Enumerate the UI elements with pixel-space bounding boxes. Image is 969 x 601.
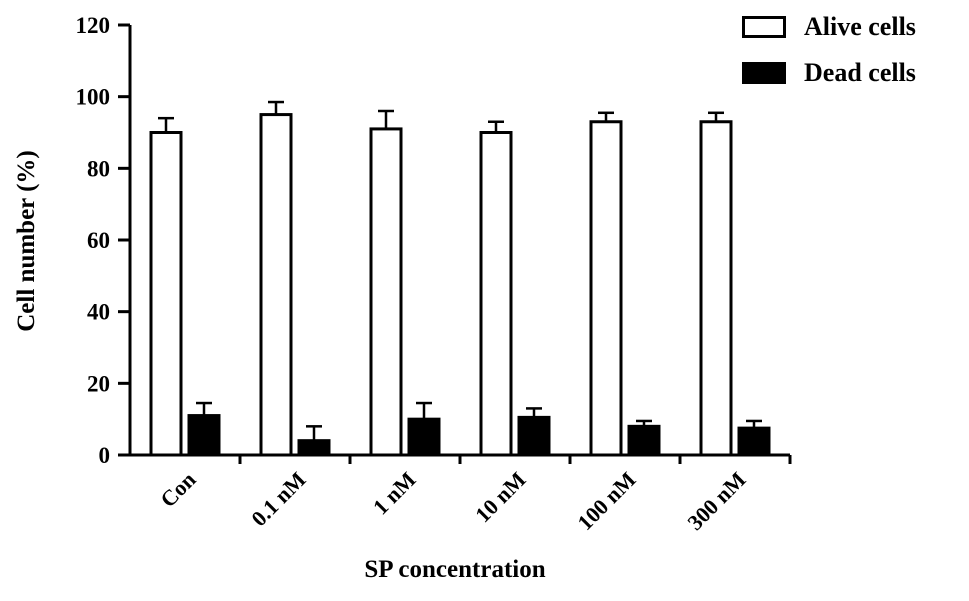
- x-axis-title: SP concentration: [364, 556, 546, 583]
- bar-dead-cells-0-1-nm: [297, 439, 331, 457]
- bar-alive-cells-10-nm: [479, 131, 513, 457]
- alive-cells-swatch-icon: [742, 16, 786, 38]
- legend-label-dead-cells: Dead cells: [804, 58, 916, 87]
- bar-alive-cells-300-nm: [699, 120, 733, 457]
- x-tick-label: 10 nM: [470, 467, 531, 528]
- x-tick-label: 1 nM: [368, 467, 421, 520]
- dead-cells-swatch-icon: [742, 62, 786, 84]
- bar-alive-cells-1-nm: [369, 127, 403, 457]
- y-axis-title: Cell number (%): [13, 150, 40, 332]
- bar-alive-cells-con: [149, 131, 183, 457]
- y-tick-label: 0: [99, 443, 111, 468]
- y-tick-label: 20: [87, 371, 110, 396]
- x-tick-label: 100 nM: [572, 467, 640, 535]
- bar-alive-cells-0-1-nm: [259, 113, 293, 457]
- bar-dead-cells-con: [187, 414, 221, 457]
- y-tick-label: 40: [87, 300, 110, 325]
- x-tick-label: Con: [155, 467, 200, 512]
- bar-dead-cells-300-nm: [737, 426, 771, 457]
- x-tick-label: 300 nM: [682, 467, 750, 535]
- y-tick-label: 80: [87, 156, 110, 181]
- legend-label-alive-cells: Alive cells: [804, 12, 916, 41]
- legend-item-alive-cells: Alive cells: [742, 14, 916, 40]
- legend-item-dead-cells: Dead cells: [742, 60, 916, 86]
- bar-dead-cells-1-nm: [407, 417, 441, 457]
- x-tick-label: 0.1 nM: [246, 467, 311, 532]
- y-tick-label: 120: [76, 13, 111, 38]
- bar-dead-cells-10-nm: [517, 415, 551, 457]
- legend: Alive cells Dead cells: [742, 14, 916, 86]
- y-tick-label: 60: [87, 228, 110, 253]
- bar-alive-cells-100-nm: [589, 120, 623, 457]
- y-tick-label: 100: [76, 85, 111, 110]
- bar-dead-cells-100-nm: [627, 424, 661, 457]
